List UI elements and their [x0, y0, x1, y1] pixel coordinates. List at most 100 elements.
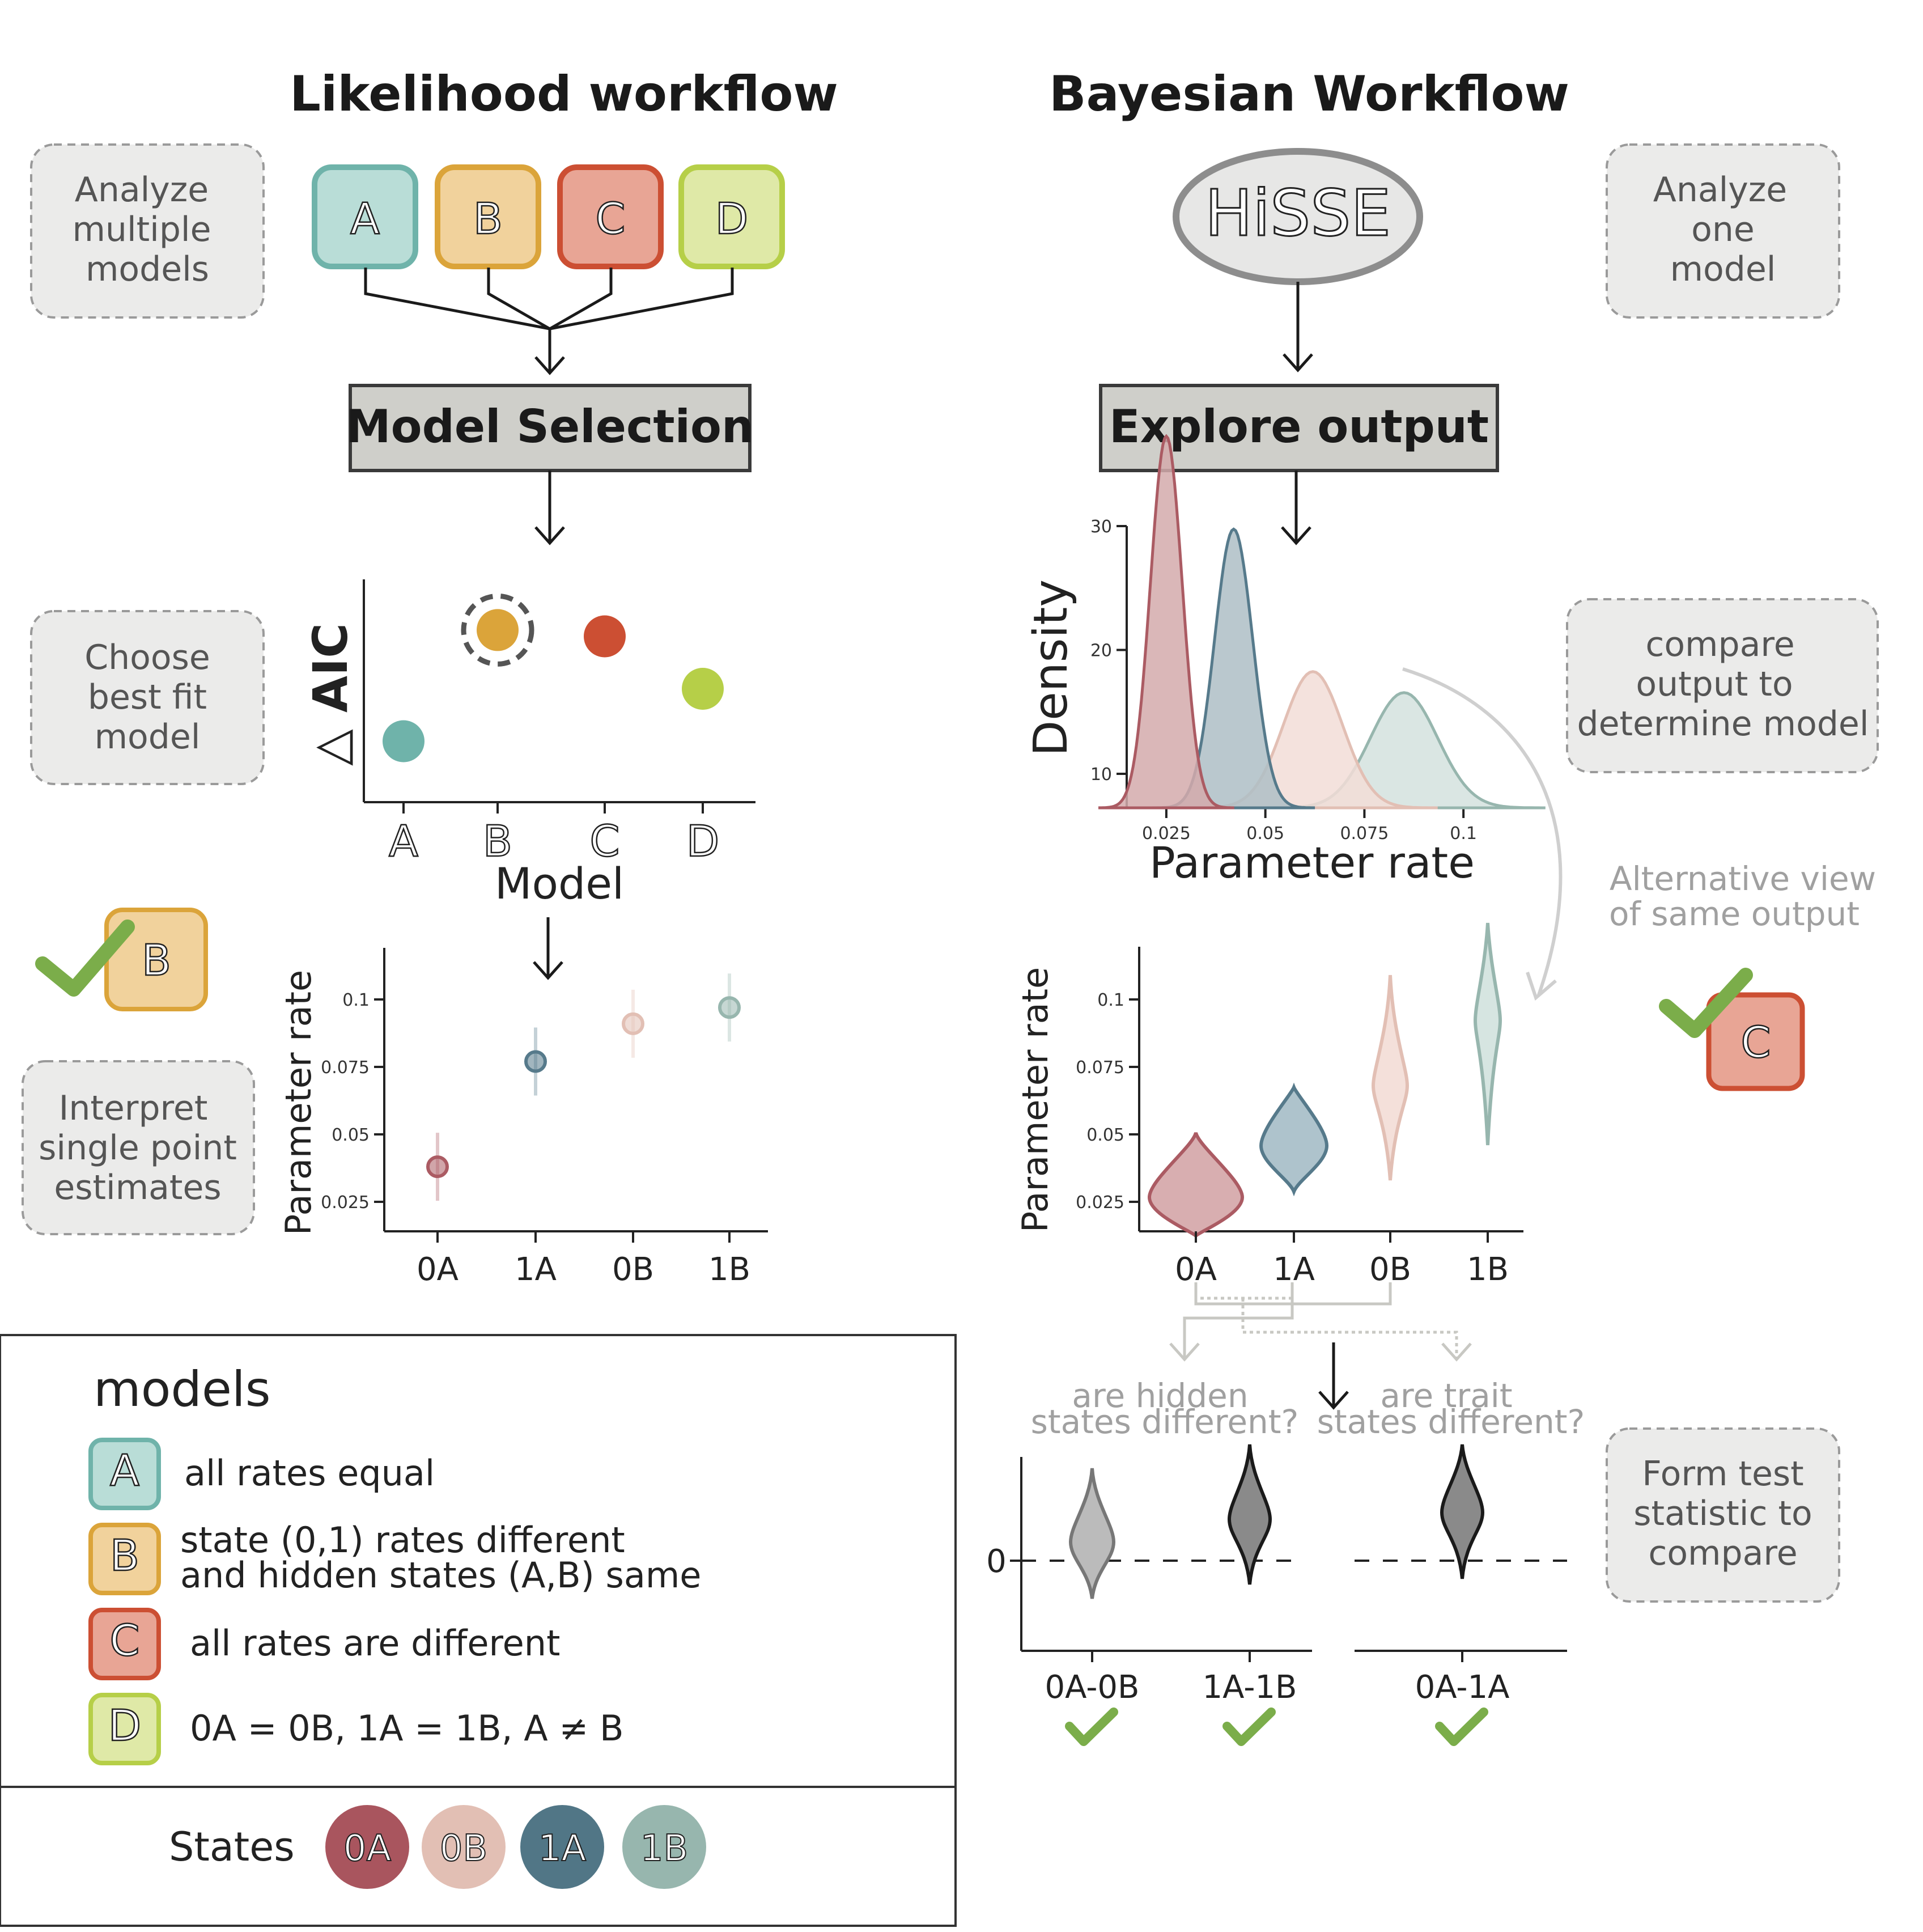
model-tree-connector — [364, 268, 734, 375]
legend-letter: B — [110, 1530, 139, 1581]
density-xtick-label: 0.05 — [1246, 824, 1284, 844]
model-box-letter: D — [715, 193, 749, 244]
state-badge-0a: 0A — [325, 1805, 409, 1889]
point-estimate-plot: Parameter rate 0.025 0.05 0.075 0.1 0A 1A 0B 1B — [278, 948, 768, 1288]
density-xlabel: Parameter rate — [1149, 837, 1475, 888]
svg-text:compare: compare — [1648, 1533, 1797, 1573]
point-xtick-label: 1A — [515, 1251, 557, 1288]
legend-states: States 0A 0B 1A 1B — [169, 1805, 706, 1889]
density-xtick-label: 0.075 — [1340, 824, 1389, 844]
svg-text:Analyze: Analyze — [1653, 170, 1787, 210]
check-icon — [1222, 1708, 1276, 1746]
violin-0b — [1371, 975, 1410, 1181]
arrow-to-density — [1281, 471, 1311, 545]
violin-0a — [1147, 1132, 1245, 1239]
aic-tick-label: C — [589, 816, 619, 866]
likelihood-best-model: B — [35, 908, 208, 1011]
svg-text:model: model — [1670, 249, 1776, 289]
violin-xtick-label: 1A — [1273, 1251, 1315, 1288]
aic-plot: △ AIC Model A B C D — [303, 579, 755, 909]
state-circle — [422, 1805, 506, 1889]
svg-text:are trait: are trait — [1380, 1376, 1512, 1415]
state-badge-1b: 1B — [622, 1805, 706, 1889]
diff-zero-label: 0 — [986, 1543, 1007, 1580]
point-estimate-1a — [524, 1050, 547, 1073]
violin-ytick-label: 0.075 — [1076, 1058, 1124, 1078]
aic-tick-label: B — [483, 816, 512, 866]
note-compare-output: compare output to determine model — [1566, 598, 1879, 773]
state-badge-1a: 1A — [520, 1805, 604, 1889]
arrow-to-point-plot — [533, 917, 563, 980]
svg-text:Explore output: Explore output — [1109, 400, 1489, 453]
comparison-brackets — [1169, 1282, 1472, 1410]
aic-point-b — [477, 609, 519, 651]
svg-text:one: one — [1691, 210, 1755, 249]
bayesian-title: Bayesian Workflow — [1049, 66, 1569, 122]
legend-swatch — [88, 1438, 161, 1510]
check-icon — [1659, 968, 1753, 1038]
question-trait-states: are trait states different? — [1317, 1376, 1585, 1441]
aic-tick-label: D — [686, 816, 720, 866]
svg-text:Analyze: Analyze — [75, 170, 209, 210]
density-ylabel: Density — [1024, 579, 1078, 756]
arrow-to-aic — [534, 471, 565, 545]
model-box-c: C — [557, 164, 664, 269]
diff-violin-0a-0b — [1068, 1468, 1116, 1599]
point-ytick-label: 0.025 — [321, 1193, 370, 1213]
legend-letter: D — [108, 1700, 142, 1751]
point-estimate-1b — [718, 996, 741, 1019]
point-ytick-label: 0.1 — [342, 990, 370, 1010]
violin-ylabel: Parameter rate — [1014, 967, 1056, 1232]
legend-label: all rates equal — [184, 1452, 435, 1494]
svg-text:Model Selection: Model Selection — [346, 400, 754, 453]
svg-text:B: B — [142, 935, 171, 985]
point-xtick-label: 1B — [708, 1251, 750, 1288]
violin-ytick-label: 0.05 — [1086, 1125, 1124, 1145]
note-alternative-view: Alternative view of same output — [1609, 859, 1876, 933]
density-xtick-label: 0.1 — [1450, 824, 1477, 844]
density-curve-1 — [1098, 434, 1234, 810]
density-ytick-label: 20 — [1090, 641, 1112, 661]
svg-text:best fit: best fit — [88, 677, 207, 717]
note-analyze-multiple: Analyze multiple models — [30, 143, 265, 319]
legend-label: state (0,1) rates different — [180, 1519, 625, 1561]
violin-ytick-label: 0.1 — [1097, 990, 1124, 1010]
selected-marker — [461, 593, 534, 667]
check-icon — [1435, 1708, 1488, 1746]
point-estimate-0a — [426, 1155, 449, 1179]
legend-item-d: D 0A = 0B, 1A = 1B, A ≠ B — [88, 1693, 624, 1765]
svg-text:Choose: Choose — [84, 638, 210, 677]
svg-text:determine model: determine model — [1577, 704, 1869, 744]
states-label: States — [169, 1824, 295, 1870]
note-choose-best: Choose best fit model — [30, 610, 265, 785]
svg-text:models: models — [86, 249, 209, 289]
svg-text:Interpret: Interpret — [59, 1088, 208, 1128]
svg-text:Alternative view: Alternative view — [1610, 859, 1876, 898]
model-box-b: B — [435, 164, 541, 269]
svg-text:model: model — [95, 717, 201, 757]
aic-xlabel: Model — [495, 858, 624, 909]
model-box-d: D — [678, 164, 785, 269]
svg-text:single point: single point — [39, 1128, 237, 1168]
aic-point-d — [682, 668, 724, 710]
state-label: 0B — [440, 1828, 488, 1870]
bayesian-best-model: C — [1659, 968, 1805, 1091]
point-plot-ylabel: Parameter rate — [278, 970, 319, 1235]
svg-text:HiSSE: HiSSE — [1205, 177, 1391, 251]
state-label: 0A — [343, 1828, 392, 1870]
state-circle — [520, 1805, 604, 1889]
violin-1b — [1473, 922, 1502, 1146]
svg-text:are hidden: are hidden — [1072, 1376, 1248, 1415]
hisse-ellipse: HiSSE — [1173, 148, 1423, 285]
state-label: 1B — [640, 1828, 689, 1870]
model-box-letter: C — [595, 193, 625, 244]
diff-xtick-label: 0A-1A — [1415, 1669, 1510, 1706]
legend-swatch — [88, 1523, 161, 1595]
aic-tick-label: A — [389, 816, 418, 866]
note-interpret: Interpret single point estimates — [22, 1060, 255, 1235]
likelihood-title: Likelihood workflow — [290, 66, 838, 122]
model-box-letter: B — [473, 193, 503, 244]
